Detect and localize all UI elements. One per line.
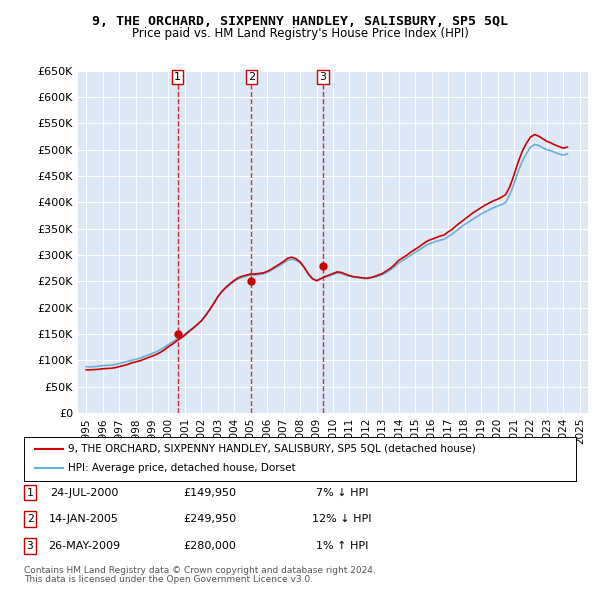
Text: 12% ↓ HPI: 12% ↓ HPI — [312, 514, 372, 524]
Text: 7% ↓ HPI: 7% ↓ HPI — [316, 488, 368, 497]
Text: 2: 2 — [248, 72, 255, 82]
Text: 3: 3 — [320, 72, 326, 82]
Text: Price paid vs. HM Land Registry's House Price Index (HPI): Price paid vs. HM Land Registry's House … — [131, 27, 469, 40]
Text: 3: 3 — [26, 541, 34, 550]
Text: 9, THE ORCHARD, SIXPENNY HANDLEY, SALISBURY, SP5 5QL: 9, THE ORCHARD, SIXPENNY HANDLEY, SALISB… — [92, 15, 508, 28]
Text: 2: 2 — [26, 514, 34, 524]
Text: 14-JAN-2005: 14-JAN-2005 — [49, 514, 119, 524]
Text: 1: 1 — [26, 488, 34, 497]
Text: £249,950: £249,950 — [184, 514, 236, 524]
Text: 1: 1 — [174, 72, 181, 82]
Text: 9, THE ORCHARD, SIXPENNY HANDLEY, SALISBURY, SP5 5QL (detached house): 9, THE ORCHARD, SIXPENNY HANDLEY, SALISB… — [68, 444, 476, 454]
Text: This data is licensed under the Open Government Licence v3.0.: This data is licensed under the Open Gov… — [24, 575, 313, 584]
Text: 24-JUL-2000: 24-JUL-2000 — [50, 488, 118, 497]
Text: HPI: Average price, detached house, Dorset: HPI: Average price, detached house, Dors… — [68, 464, 296, 473]
Text: 26-MAY-2009: 26-MAY-2009 — [48, 541, 120, 550]
Text: £149,950: £149,950 — [184, 488, 236, 497]
Text: Contains HM Land Registry data © Crown copyright and database right 2024.: Contains HM Land Registry data © Crown c… — [24, 566, 376, 575]
Text: 1% ↑ HPI: 1% ↑ HPI — [316, 541, 368, 550]
Text: £280,000: £280,000 — [184, 541, 236, 550]
